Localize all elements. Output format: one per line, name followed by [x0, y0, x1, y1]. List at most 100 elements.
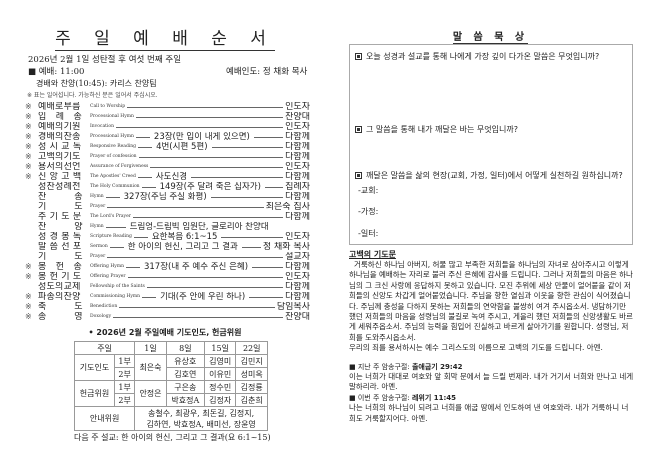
standing-mark: ※ [25, 292, 32, 301]
standing-mark: ※ [25, 142, 32, 151]
standing-mark: ※ [25, 112, 32, 121]
standing-mark: ※ [25, 102, 32, 111]
item-english: Fellowship of the Saints [90, 284, 145, 289]
item-english: Processional Hymn [90, 134, 134, 139]
leader-line [105, 226, 126, 228]
item-english: Invocation [90, 124, 114, 129]
item-leader: 집례자 [285, 182, 310, 192]
item-label: 송영 [38, 312, 83, 322]
duty-table: 주일 1일 8일 15일 22일 기도인도 1부 최은숙 유상호 김영미 김민지 2부 김호연 이유민… [73, 341, 268, 431]
service-item: ※ 예배의기원 Invocation 인도자 [25, 122, 310, 132]
item-detail: 드림엉-드림빅 임원단, 글로리아 찬양대 [129, 222, 269, 232]
leader-line [252, 266, 284, 268]
leader-line [127, 106, 284, 108]
leader-line [109, 246, 124, 248]
item-leader: 인도자 [285, 122, 310, 132]
item-detail: 기대(주 안에 우린 하나) [160, 292, 246, 302]
leader-line [135, 136, 150, 138]
table-row: 기도인도 1부 최은숙 유상호 김영미 김민지 [74, 354, 268, 381]
standing-mark: ※ [25, 132, 32, 141]
leader-line [138, 146, 153, 148]
item-english: Prayer [90, 204, 106, 209]
item-english: Assurance of Forgiveness [90, 164, 149, 169]
square-bullet-icon [355, 172, 362, 179]
leader-line [125, 266, 140, 268]
item-leader: 다함께 [285, 262, 310, 272]
service-item: 기도 Prayer 최은숙 집사 [25, 202, 310, 212]
item-label: 예배로부름 [38, 102, 81, 112]
last-week-verse-label: ■ 지난 주 암송구절: 출애굽기 29:42 [349, 362, 463, 371]
meditation-title: 말 씀 묵 상 [452, 32, 529, 44]
service-item: ※ 성시교독 Responsive Reading 4번(시편 5편) 다함께 [25, 142, 310, 152]
service-item: ※ 봉헌송 Offering Hymn 317장(내 주 예수 주신 은혜) 다함께 [25, 262, 310, 272]
item-leader: 찬양대 [285, 312, 310, 322]
leader-line [116, 126, 284, 128]
item-label: 봉헌송 [38, 262, 88, 272]
standing-mark: ※ [25, 172, 32, 181]
item-leader: 인도자 [285, 232, 310, 242]
praise-line: 경배와 찬양(10:45): 카리스 찬양팀 [36, 79, 157, 88]
square-bullet-icon [355, 53, 362, 60]
service-item: ※ 파송의찬양 Commissioning Hymn 기대(주 안에 우린 하나) 다함… [25, 292, 310, 302]
item-label: 입례송 [38, 112, 88, 122]
leader-line [142, 296, 157, 298]
leader-line [241, 246, 261, 248]
standing-mark: ※ [25, 262, 32, 271]
item-english: Doxology [90, 314, 112, 319]
item-detail: 327장(주님 주실 화평) [123, 192, 207, 202]
item-label: 파송의찬양 [38, 292, 81, 302]
item-label: 봉헌기도 [38, 272, 85, 282]
table-row: 2부 박효정A 김정자 김춘희 [75, 393, 268, 407]
item-leader: 최은숙 집사 [265, 202, 310, 212]
service-item: ※ 축도 Benediction 담임목사 [25, 302, 310, 312]
item-leader: 다함께 [285, 132, 310, 142]
item-label: 말씀선포 [38, 242, 85, 252]
item-leader: 다함께 [285, 292, 310, 302]
leader-line [105, 196, 120, 198]
leader-line [210, 196, 284, 198]
home-field: -가정: [358, 207, 379, 216]
item-english: Responsive Reading [90, 144, 137, 149]
work-field: -일터: [358, 229, 379, 238]
item-label: 찬양 [38, 222, 83, 232]
item-label: 기도 [38, 202, 83, 212]
item-label: 예배의기원 [38, 122, 81, 132]
item-english: Prayer [90, 254, 106, 259]
standing-mark: ※ [25, 312, 32, 321]
leader-line [127, 276, 284, 278]
item-leader: 다함께 [285, 142, 310, 152]
item-label: 성경봉독 [38, 232, 85, 242]
service-item: ※ 경배의찬송 Processional Hymn 23장(만 입이 내게 있으면) 다… [25, 132, 310, 142]
leader-line [119, 306, 275, 308]
confession-title: 고백의 기도문 [349, 249, 396, 259]
item-leader: 인도자 [285, 162, 310, 172]
leader-line [135, 116, 284, 118]
service-item: ※ 봉헌기도 Offering Prayer 인도자 [25, 272, 310, 282]
item-english: Prayer of confession [90, 154, 137, 159]
item-leader: 찬양대 [285, 112, 310, 122]
item-label: 기도 [38, 252, 83, 262]
table-title: • 2026년 2월 주일예배 기도인도, 헌금위원 [88, 328, 242, 337]
item-leader: 담임목사 [276, 302, 310, 312]
service-item: 성도의교제 Fellowship of the Saints 다함께 [25, 282, 310, 292]
leader-line [138, 156, 284, 158]
item-detail: 사도신경 [155, 172, 188, 182]
confession-text: 거룩하신 하나님 아버지, 허물 많고 부족한 저희들을 하나님의 자녀로 삼아… [349, 260, 633, 342]
item-label: 용서의선언 [38, 162, 81, 172]
leader-line [264, 186, 284, 188]
item-label: 신앙고백 [38, 172, 85, 182]
standing-mark: ※ [25, 152, 32, 161]
standing-mark: ※ [25, 162, 32, 171]
service-item: 말씀선포 Sermon 한 아이의 헌신, 그리고 그 결과 정 채화 목사 [25, 242, 310, 252]
item-label: 찬송 [38, 192, 83, 202]
this-week-verse-label: ■ 이번 주 암송구절: 레위기 11:45 [349, 393, 457, 402]
leader-line [107, 256, 284, 258]
item-detail: 한 아이의 헌신, 그리고 그 결과 [127, 242, 238, 252]
last-week-verse: 이는 너희가 대대로 여호와 앞 회막 문에서 늘 드릴 번제라. 내가 거기서… [349, 372, 634, 392]
leader-line [150, 166, 284, 168]
item-english: Offering Prayer [90, 274, 126, 279]
duty-section: • 2026년 2월 주일예배 기도인도, 헌금위원 주일 1일 8일 15일 22일 … [0, 328, 330, 443]
item-leader: 설교자 [285, 252, 310, 262]
item-english: Sermon [90, 244, 108, 249]
item-leader: 다함께 [285, 212, 310, 222]
